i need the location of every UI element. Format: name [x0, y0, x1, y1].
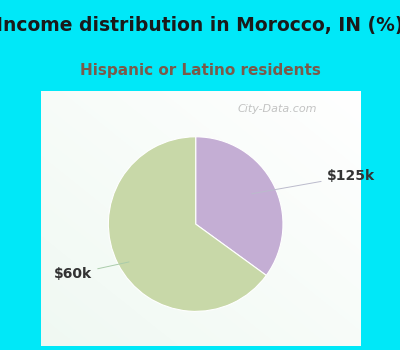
Text: $60k: $60k [54, 262, 129, 281]
Text: $125k: $125k [252, 169, 375, 194]
Wedge shape [108, 137, 266, 312]
Wedge shape [196, 137, 283, 275]
Text: City-Data.com: City-Data.com [238, 104, 318, 114]
Text: Hispanic or Latino residents: Hispanic or Latino residents [80, 63, 320, 78]
Text: Income distribution in Morocco, IN (%): Income distribution in Morocco, IN (%) [0, 16, 400, 35]
